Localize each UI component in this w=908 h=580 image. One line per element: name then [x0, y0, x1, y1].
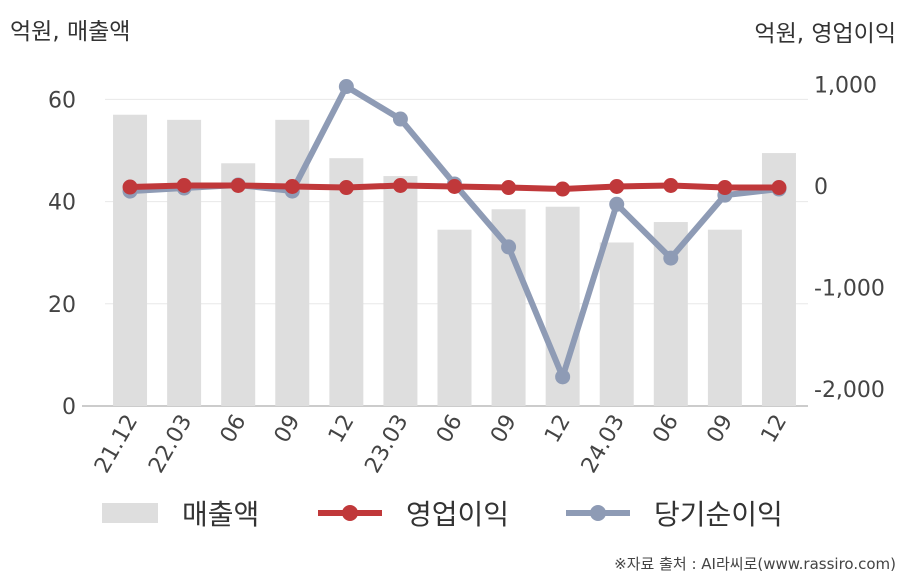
bar-revenue — [329, 158, 364, 406]
y-right-tick-label: -2,000 — [814, 378, 885, 403]
net-income-point — [609, 196, 625, 212]
y-left-tick-label: 60 — [48, 88, 76, 113]
operating-profit-point — [284, 179, 300, 195]
y-right-tick-label: 1,000 — [814, 74, 877, 99]
x-tick-label: 22.03 — [144, 411, 197, 478]
bar-revenue — [167, 119, 202, 406]
x-tick-label: 23.03 — [360, 411, 413, 478]
legend-swatch-line-red — [318, 505, 382, 521]
x-tick-label: 12 — [324, 411, 360, 448]
bar-revenue — [383, 176, 418, 406]
bar-revenue — [599, 242, 634, 406]
operating-profit-point — [176, 177, 192, 193]
legend-item-operating-profit[interactable]: 영업이익 — [318, 493, 509, 533]
x-tick-label: 12 — [540, 411, 576, 448]
legend-item-revenue[interactable]: 매출액 — [102, 493, 259, 533]
y-left-tick-label: 20 — [48, 293, 76, 318]
operating-profit-point — [609, 179, 625, 195]
x-tick-label: 21.12 — [90, 411, 143, 478]
bar-revenue — [113, 114, 148, 406]
operating-profit-point — [501, 180, 517, 196]
legend-swatch-line-blue — [566, 505, 630, 521]
net-income-point — [501, 239, 517, 255]
legend-item-net-income[interactable]: 당기순이익 — [566, 493, 783, 533]
x-tick-label: 06 — [648, 411, 684, 448]
operating-profit-point — [230, 177, 246, 193]
net-income-point — [338, 79, 354, 95]
x-tick-label: 06 — [432, 411, 468, 448]
operating-profit-point — [122, 179, 138, 195]
net-income-point — [555, 369, 571, 385]
x-tick-label: 06 — [216, 411, 252, 448]
legend-swatch-bar — [102, 503, 158, 523]
plot-area: 60 40 20 0 1,000 0 -1,000 -2,000 21.12 22.03 06 09 1… — [48, 74, 885, 478]
legend: 매출액 영업이익 당기순이익 — [0, 493, 908, 533]
y-right-tick-label: 0 — [814, 175, 828, 200]
x-tick-label: 09 — [486, 411, 522, 448]
operating-profit-point — [771, 180, 787, 196]
operating-profit-point — [392, 177, 408, 193]
operating-profit-point — [555, 181, 571, 197]
x-tick-label: 09 — [270, 411, 306, 448]
bar-revenue — [707, 229, 742, 406]
operating-profit-point — [338, 180, 354, 196]
bar-revenue — [491, 209, 526, 406]
y-right-tick-label: -1,000 — [814, 277, 885, 302]
bar-revenue — [437, 229, 472, 406]
y-left-tick-label: 0 — [62, 395, 76, 420]
net-income-point — [663, 250, 679, 266]
operating-profit-point — [447, 179, 462, 195]
operating-profit-point — [717, 180, 733, 196]
x-tick-label: 12 — [757, 411, 793, 448]
x-tick-label: 09 — [702, 411, 738, 448]
legend-label-revenue: 매출액 — [182, 498, 260, 531]
bar-revenue — [221, 163, 256, 406]
legend-label-net-income: 당기순이익 — [654, 498, 783, 531]
right-axis-unit-label: 억원, 영업이익 — [754, 21, 896, 47]
y-left-tick-label: 40 — [48, 191, 76, 216]
operating-profit-point — [663, 177, 679, 193]
source-caption: ※자료 출처 : AI라씨로(www.rassiro.com) — [614, 555, 896, 573]
net-income-point — [392, 111, 408, 127]
left-axis-unit-label: 억원, 매출액 — [10, 19, 131, 45]
x-tick-label: 24.03 — [577, 411, 630, 478]
legend-label-operating-profit: 영업이익 — [406, 498, 510, 531]
